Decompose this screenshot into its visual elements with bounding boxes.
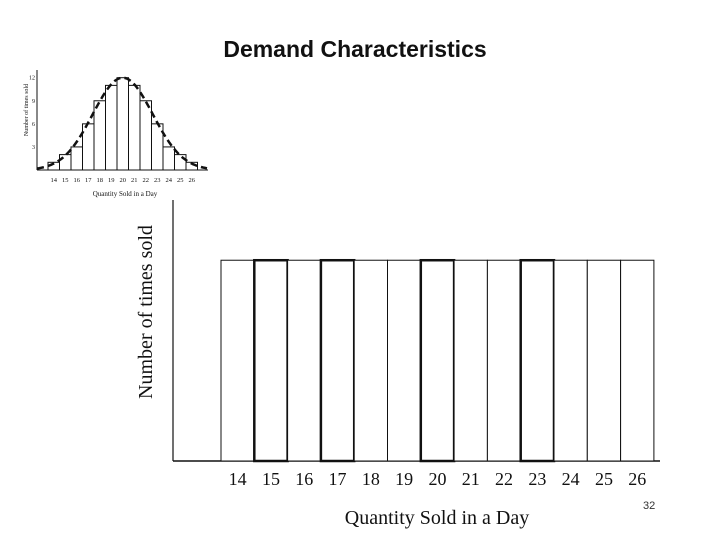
inset-x-tick-label: 16 [74,177,81,184]
main-bar-16 [287,259,322,462]
main-bar-14 [220,259,255,462]
main-bar-21 [453,259,488,462]
main-bar-23 [519,258,556,463]
inset-chart: 3 6 9 12 14 15 16 17 18 19 20 21 22 23 24 25 26 Quantit… [23,70,208,198]
inset-normal-curve [36,76,208,170]
inset-x-tick-label: 22 [143,177,150,184]
page-number: 32 [643,500,656,512]
main-y-axis-label: Number of times sold [135,225,157,399]
inset-x-tick-label: 21 [131,177,138,184]
main-chart: 14 15 16 17 18 19 20 21 22 23 24 25 26 Quantity Sold… [135,200,660,529]
main-x-tick-label: 18 [362,469,380,489]
inset-x-axis-label: Quantity Sold in a Day [93,190,158,198]
inset-y-tick-label: 12 [29,76,35,82]
inset-x-tick-label: 23 [154,177,161,184]
main-x-tick-label: 23 [528,469,546,489]
main-bar-22 [486,259,522,462]
inset-bar-20 [116,77,129,171]
main-x-tick-label: 19 [395,469,413,489]
inset-x-tick-label: 17 [85,177,92,184]
inset-bar-21 [128,84,141,171]
inset-bar-25 [174,154,187,171]
main-x-tick-label: 20 [428,469,446,489]
inset-bar-19 [105,84,118,171]
inset-bar-24 [162,146,175,171]
inset-x-tick-label: 26 [189,177,196,184]
main-x-tick-label: 15 [262,469,280,489]
inset-x-tick-label: 15 [62,177,69,184]
inset-y-tick-label: 9 [32,99,35,105]
inset-x-tick-label: 14 [51,177,58,184]
main-x-tick-label: 17 [329,469,347,489]
main-x-axis-label: Quantity Sold in a Day [345,507,529,529]
inset-y-tick-label: 3 [32,145,35,151]
main-bar-19 [387,259,422,462]
main-bar-25 [586,259,622,462]
main-bar-20 [419,258,456,463]
inset-x-tick-label: 18 [97,177,104,184]
inset-x-tick-label: 24 [166,177,173,184]
inset-x-tick-label: 25 [177,177,184,184]
inset-bar-15 [59,154,72,171]
main-bar-15 [253,258,289,463]
inset-bar-23 [151,123,164,171]
main-bar-18 [353,259,389,462]
inset-bar-18 [93,100,106,171]
main-x-tick-label: 22 [495,469,513,489]
main-x-tick-label: 16 [295,469,313,489]
main-x-tick-label: 14 [229,469,247,489]
main-bar-24 [553,259,588,462]
inset-bar-16 [70,146,83,171]
inset-x-tick-label: 19 [108,177,115,184]
inset-x-tick-label: 20 [120,177,127,184]
main-bar-26 [620,259,655,462]
inset-bar-22 [139,100,152,171]
main-x-tick-label: 24 [562,469,580,489]
inset-y-tick-label: 6 [32,122,35,128]
main-bar-17 [319,258,356,463]
inset-y-axis-label: Number of times sold [23,84,30,136]
main-x-tick-label: 26 [628,469,646,489]
main-x-tick-label: 25 [595,469,613,489]
main-x-tick-label: 21 [462,469,480,489]
inset-bar-17 [82,123,95,171]
page-title: Demand Characteristics [223,36,487,62]
